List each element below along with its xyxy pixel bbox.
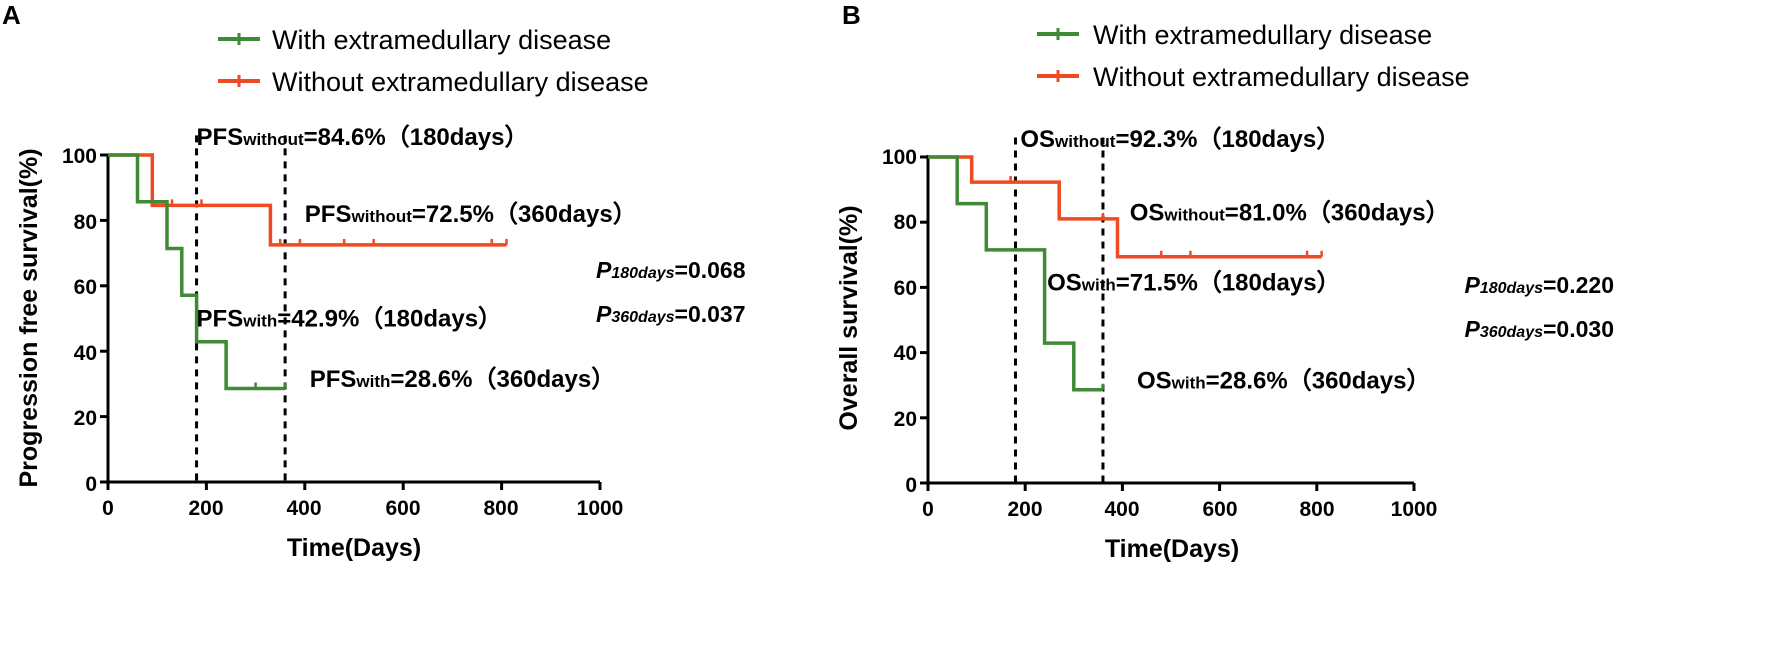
x-tick-label-400-b: 400	[1104, 498, 1139, 521]
y-tick-label-40-a: 40	[74, 342, 97, 365]
panel-b: B With extramedullary disease Without ex…	[835, 0, 1614, 563]
legend-a: With extramedullary disease Without extr…	[218, 25, 649, 97]
p-value-180days-a: P180days=0.068	[596, 257, 746, 283]
x-tick-label-600-a: 600	[385, 497, 420, 520]
x-tick-label-1000-b: 1000	[1391, 498, 1438, 521]
x-tick-label-600-b: 600	[1202, 498, 1237, 521]
censor-marks-without-a	[170, 199, 508, 245]
legend-label-without-a: Without extramedullary disease	[272, 67, 649, 97]
y-tick-label-100-a: 100	[62, 145, 97, 168]
legend-b: With extramedullary disease Without extr…	[1037, 20, 1470, 92]
panel-letter-a: A	[2, 0, 21, 30]
annotation-pfs-without-180: PFSwithout=84.6%（180days）	[197, 124, 529, 151]
y-tick-label-40-b: 40	[894, 342, 917, 365]
p-value-360days-b: P360days=0.030	[1464, 316, 1614, 342]
y-tick-label-80-b: 80	[894, 211, 917, 234]
panel-a: A With extramedullary disease Without ex…	[2, 0, 746, 562]
y-tick-label-100-b: 100	[882, 146, 917, 169]
y-axis-label-b: Overall survival(%)	[835, 205, 863, 430]
y-tick-label-60-a: 60	[74, 276, 97, 299]
x-tick-label-0-b: 0	[922, 498, 934, 521]
annotation-pfs-with-180: PFSwith=42.9%（180days）	[197, 306, 503, 333]
annotation-os-with-180: OSwith=71.5%（180days）	[1047, 270, 1341, 297]
y-tick-label-0-b: 0	[905, 474, 917, 497]
censor-marks-without-b	[1009, 176, 1323, 257]
annotation-os-without-360: OSwithout=81.0%（360days）	[1130, 200, 1450, 227]
x-tick-label-400-a: 400	[286, 497, 321, 520]
x-tick-label-200-b: 200	[1007, 498, 1042, 521]
y-tick-label-20-b: 20	[894, 408, 917, 431]
curve-with-b	[928, 155, 1103, 392]
p-value-360days-a: P360days=0.037	[596, 301, 746, 327]
legend-label-with-a: With extramedullary disease	[272, 25, 611, 55]
legend-label-with-b: With extramedullary disease	[1093, 20, 1432, 50]
panel-letter-b: B	[842, 0, 861, 30]
x-axis-label-b: Time(Days)	[1105, 535, 1239, 563]
y-tick-label-20-a: 20	[74, 407, 97, 430]
curve-with-a	[108, 153, 286, 391]
x-tick-label-800-b: 800	[1299, 498, 1334, 521]
x-tick-label-200-a: 200	[188, 497, 223, 520]
annotation-pfs-with-360: PFSwith=28.6%（360days）	[310, 366, 615, 393]
legend-label-without-b: Without extramedullary disease	[1093, 62, 1470, 92]
curve-without-a	[108, 153, 507, 247]
y-tick-label-0-a: 0	[85, 473, 97, 496]
y-tick-label-80-a: 80	[74, 211, 97, 234]
x-tick-label-1000-a: 1000	[577, 497, 624, 520]
x-tick-label-0-a: 0	[102, 497, 114, 520]
p-value-180days-b: P180days=0.220	[1464, 272, 1614, 298]
x-tick-label-800-a: 800	[483, 497, 518, 520]
y-tick-label-60-b: 60	[894, 277, 917, 300]
curve-without-b	[928, 155, 1322, 259]
censor-marks-with-a	[254, 382, 287, 389]
tick-marks-b	[920, 155, 1416, 491]
annotation-os-without-180: OSwithout=92.3%（180days）	[1020, 126, 1340, 153]
tick-marks-a	[100, 153, 602, 490]
annotation-os-with-360: OSwith=28.6%（360days）	[1137, 367, 1431, 394]
y-axis-label-a: Progression free survival(%)	[15, 148, 43, 487]
x-axis-label-a: Time(Days)	[287, 534, 421, 562]
annotation-pfs-without-360: PFSwithout=72.5%（360days）	[305, 201, 637, 228]
